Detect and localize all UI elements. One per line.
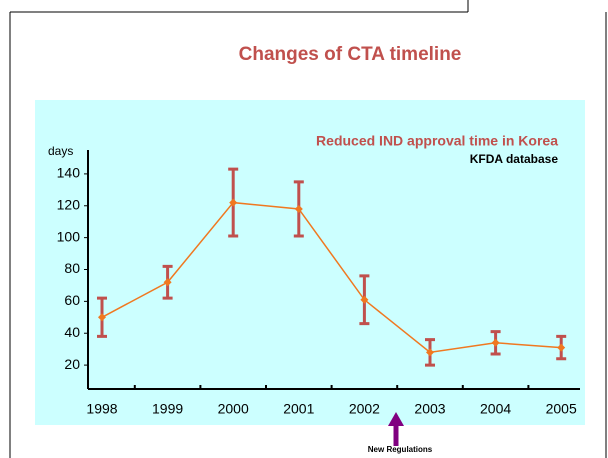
plot-panel [35, 100, 585, 425]
y-tick-label: 80 [64, 260, 80, 276]
annotation: New Regulations [368, 445, 433, 454]
data-point [163, 278, 172, 287]
x-tick-label: 2001 [283, 401, 314, 417]
y-axis-label: days [48, 144, 73, 158]
arrow [388, 412, 404, 426]
data-point [491, 338, 500, 347]
x-tick-label: 2003 [414, 401, 445, 417]
x-tick-label: 2002 [349, 401, 380, 417]
x-tick-label: 1998 [86, 401, 117, 417]
data-point [360, 295, 369, 304]
data-point [98, 313, 106, 322]
data-point [294, 204, 303, 213]
data-point [229, 198, 238, 207]
x-tick-label: 2000 [218, 401, 249, 417]
y-tick-label: 120 [57, 196, 81, 212]
annotation: Reduced IND approval time in Korea [316, 133, 558, 149]
y-tick-label: 40 [64, 324, 80, 340]
data-point [557, 343, 566, 352]
y-tick-label: 100 [57, 228, 81, 244]
data-point [426, 348, 434, 357]
series-line [101, 201, 562, 354]
y-tick-label: 20 [64, 356, 80, 372]
y-tick-label: 60 [64, 292, 80, 308]
chart-title: Changes of CTA timeline [239, 44, 462, 65]
annotation: KFDA database [470, 152, 559, 166]
x-tick-label: 2005 [546, 401, 577, 417]
x-tick-label: 1999 [152, 401, 183, 417]
y-tick-label: 140 [57, 165, 81, 181]
x-tick-label: 2004 [480, 401, 511, 417]
